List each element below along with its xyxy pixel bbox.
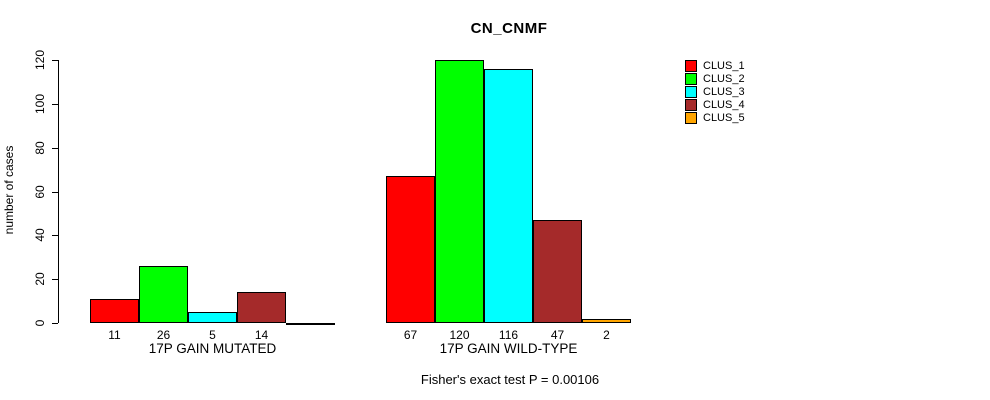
legend-item: CLUS_1	[685, 59, 745, 72]
legend-item: CLUS_3	[685, 85, 745, 98]
y-tick	[52, 235, 58, 237]
y-tick-label: 80	[33, 140, 47, 155]
bar-clus_5	[582, 319, 631, 323]
y-tick	[52, 60, 58, 61]
y-tick	[52, 279, 58, 281]
legend-label: CLUS_3	[703, 85, 745, 98]
y-tick-label: 0	[33, 319, 47, 327]
legend-swatch-clus_4	[685, 98, 697, 111]
bar-clus_2	[435, 60, 484, 323]
bar-value-label: 14	[254, 328, 269, 342]
legend-label: CLUS_4	[703, 98, 745, 111]
legend-swatch-clus_3	[685, 85, 697, 98]
legend-swatch-clus_2	[685, 72, 697, 85]
y-tick	[52, 323, 58, 324]
legend-item: CLUS_5	[685, 111, 745, 124]
bar-clus_5	[286, 323, 335, 325]
legend-label: CLUS_5	[703, 111, 745, 124]
y-axis-line	[58, 60, 59, 323]
legend: CLUS_1 CLUS_2 CLUS_3 CLUS_4 CLUS_5	[685, 59, 745, 124]
chart-title: CN_CNMF	[470, 20, 548, 37]
bar-value-label: 47	[550, 328, 565, 342]
legend-swatch-clus_5	[685, 111, 697, 124]
bar-clus_1	[386, 176, 435, 323]
bar-clus_4	[533, 220, 582, 323]
y-tick-label: 120	[33, 49, 47, 71]
x-group-label: 17P GAIN MUTATED	[148, 341, 277, 356]
bar-value-label: 2	[603, 328, 610, 342]
bar-value-label: 120	[449, 328, 470, 342]
legend-label: CLUS_1	[703, 59, 745, 72]
legend-swatch-clus_1	[685, 59, 697, 72]
y-tick	[52, 147, 58, 149]
legend-item: CLUS_2	[685, 72, 745, 85]
y-axis-label: number of cases	[2, 145, 16, 235]
bar-value-label: 67	[403, 328, 418, 342]
y-tick-label: 60	[33, 184, 47, 199]
y-tick	[52, 103, 58, 105]
legend-item: CLUS_4	[685, 98, 745, 111]
bar-value-label: 116	[498, 328, 519, 342]
bar-value-label: 26	[156, 328, 171, 342]
bar-clus_1	[90, 299, 139, 323]
annotation-text: Fisher's exact test P = 0.00106	[420, 372, 600, 387]
x-group-label: 17P GAIN WILD-TYPE	[439, 341, 578, 356]
bar-clus_3	[484, 69, 533, 323]
bar-value-label: 11	[108, 328, 121, 342]
y-tick	[52, 191, 58, 193]
bar-clus_3	[188, 312, 237, 323]
y-tick-label: 100	[33, 93, 47, 114]
bar-value-label: 5	[209, 328, 216, 342]
bar-clus_2	[139, 266, 188, 323]
y-tick-label: 20	[33, 272, 47, 286]
bar-clus_4	[237, 292, 286, 323]
y-tick-label: 40	[33, 228, 47, 243]
legend-label: CLUS_2	[703, 72, 745, 85]
